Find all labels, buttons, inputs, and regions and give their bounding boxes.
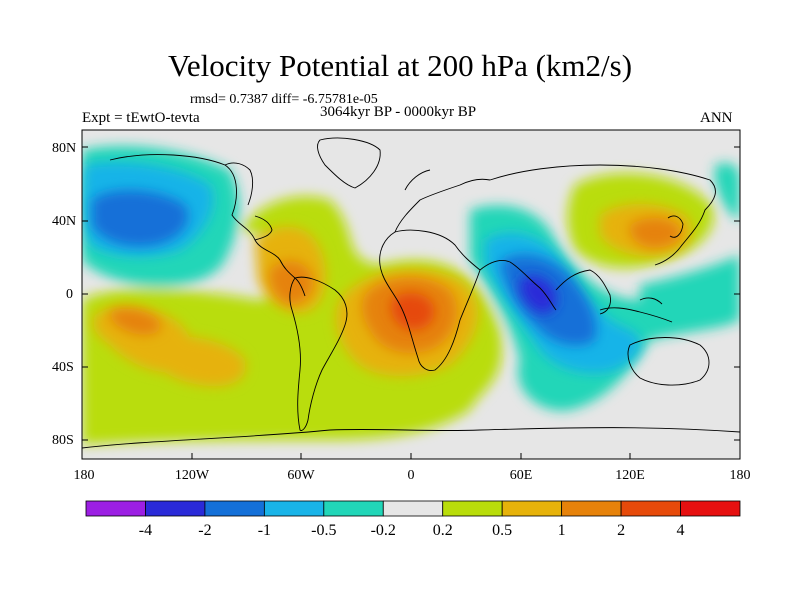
- colorbar-label-2: -1: [257, 522, 272, 539]
- pos2-caribbean: [269, 260, 314, 305]
- lon-label-180w: 180: [73, 468, 95, 483]
- colorbar-label-9: 4: [676, 522, 685, 539]
- neg-ocean-strip: [640, 255, 740, 304]
- pos-south-pacific-2: [149, 336, 246, 387]
- pos4-south-atlantic: [391, 293, 435, 330]
- stats-subtitle: rmsd= 0.7387 diff= -6.75781e-05: [190, 92, 378, 107]
- experiment-label: Expt = tEwtO-tevta: [82, 110, 200, 126]
- lon-label-180e: 180: [729, 468, 751, 483]
- colorbar-swatch-4: [323, 500, 384, 517]
- contour-field: [82, 130, 740, 459]
- colorbar-label-7: 1: [557, 522, 566, 539]
- colorbar-swatch-6: [442, 500, 503, 517]
- lon-label-120e: 120E: [615, 468, 645, 483]
- neg1-north-pacific: [92, 190, 189, 247]
- colorbar: [85, 500, 741, 517]
- period-label: 3064kyr BP - 0000kyr BP: [320, 104, 477, 120]
- colorbar-label-3: -0.5: [311, 522, 337, 539]
- colorbar-label-0: -4: [138, 522, 153, 539]
- lat-label-0: 0: [66, 287, 73, 302]
- lat-label-80n: 80N: [52, 141, 77, 156]
- pos2-japan: [629, 217, 681, 248]
- colorbar-label-4: -0.2: [370, 522, 396, 539]
- colorbar-label-8: 2: [617, 522, 626, 539]
- lat-label-40s: 40S: [52, 360, 74, 375]
- lat-label-80s: 80S: [52, 433, 74, 448]
- lon-label-120w: 120W: [174, 468, 210, 483]
- colorbar-swatch-9: [620, 500, 681, 517]
- axis-ticks: [81, 146, 741, 459]
- lon-label-60e: 60E: [509, 468, 533, 483]
- pos2-pacific: [109, 308, 161, 335]
- colorbar-label-6: 0.5: [492, 522, 513, 539]
- lon-label-0: 0: [407, 468, 415, 483]
- colorbar-swatch-5: [382, 500, 444, 517]
- colorbar-label-1: -2: [198, 522, 212, 539]
- colorbar-swatch-8: [561, 500, 622, 517]
- map-title: Velocity Potential at 200 hPa (km2/s): [167, 48, 633, 83]
- colorbar-swatch-0: [85, 500, 146, 517]
- colorbar-swatch-3: [263, 500, 325, 517]
- lon-label-60w: 60W: [287, 468, 315, 483]
- colorbar-swatch-7: [501, 500, 563, 517]
- season-label: ANN: [700, 110, 733, 126]
- colorbar-swatch-2: [204, 500, 265, 517]
- neg-east-pacific: [715, 163, 740, 220]
- coastlines: [82, 137, 740, 449]
- lat-label-40n: 40N: [52, 214, 77, 229]
- colorbar-swatch-10: [680, 500, 741, 517]
- neg2-indian: [519, 276, 557, 314]
- colorbar-swatch-1: [145, 500, 206, 517]
- colorbar-label-5: 0.2: [432, 522, 453, 539]
